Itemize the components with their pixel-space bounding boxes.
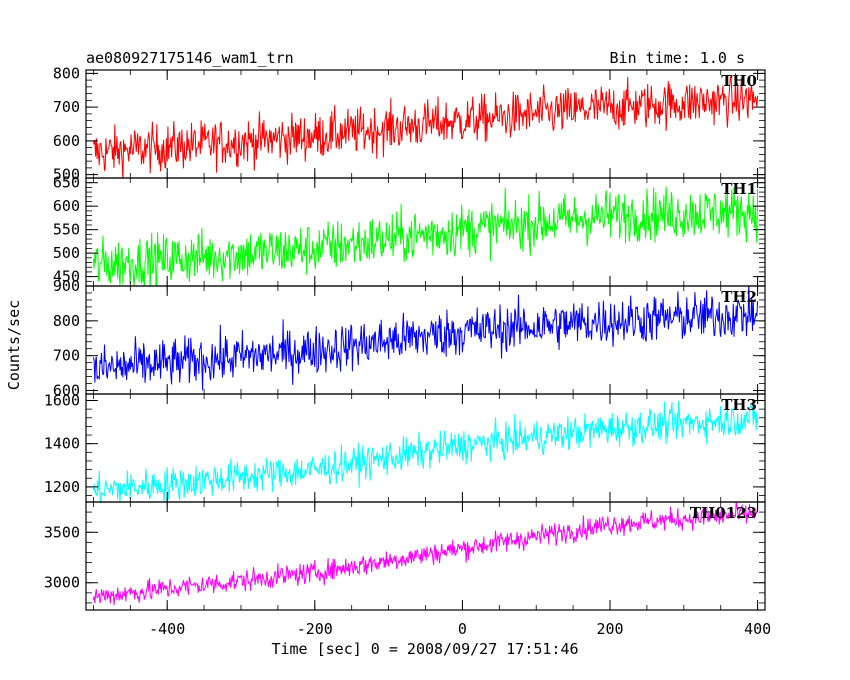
- panel-th1: 450 500 550 600 650 TH1: [53, 174, 766, 287]
- y-tick-label: 600: [53, 382, 80, 400]
- y-tick-label: 600: [53, 197, 80, 215]
- panel-label: TH3: [721, 396, 757, 414]
- x-axis: -400 -200 0 200 400: [149, 620, 771, 638]
- panel-th0123: 3000 3500 TH0123: [44, 501, 766, 611]
- series-th1: [92, 186, 759, 286]
- panels: 500 600 700 800 TH0 450 500 550 600 650 TH1 600 700 8…: [44, 64, 766, 611]
- panel-label: TH0123: [690, 504, 757, 522]
- y-tick-label: 550: [53, 221, 80, 239]
- x-tick-label: 0: [458, 620, 467, 638]
- panel-th3: 1200 1400 1600 TH3: [44, 391, 766, 503]
- panel-th2: 600 700 800 900 TH2: [53, 277, 766, 400]
- y-tick-label: 700: [53, 98, 80, 116]
- y-tick-label: 800: [53, 64, 80, 82]
- panel-label: TH2: [721, 288, 757, 306]
- panel-th0: 500 600 700 800 TH0: [53, 64, 766, 184]
- y-tick-label: 3500: [44, 523, 80, 541]
- panel-label: TH1: [721, 180, 757, 198]
- y-tick-label: 1200: [44, 478, 80, 496]
- x-tick-label: 200: [596, 620, 623, 638]
- y-tick-label: 3000: [44, 574, 80, 592]
- y-tick-label: 1400: [44, 435, 80, 453]
- x-axis-label: Time [sec] 0 = 2008/09/27 17:51:46: [271, 640, 578, 658]
- y-axis-label: Counts/sec: [5, 300, 23, 390]
- series-th3: [92, 400, 759, 502]
- y-tick-label: 600: [53, 132, 80, 150]
- series-th2: [92, 286, 759, 391]
- y-tick-label: 500: [53, 166, 80, 184]
- x-tick-label: -200: [297, 620, 333, 638]
- y-tick-label: 450: [53, 268, 80, 286]
- y-tick-label: 650: [53, 174, 80, 192]
- chart-title: ae080927175146_wam1_trn: [86, 49, 294, 67]
- panel-label: TH0: [721, 72, 757, 90]
- y-tick-label: 1600: [44, 391, 80, 409]
- y-tick-label: 800: [53, 312, 80, 330]
- x-tick-label: 400: [744, 620, 771, 638]
- x-tick-label: -400: [149, 620, 185, 638]
- y-tick-label: 700: [53, 347, 80, 365]
- y-tick-label: 500: [53, 244, 80, 262]
- series-th0: [92, 73, 759, 178]
- series-th0123: [92, 502, 759, 606]
- y-tick-label: 900: [53, 277, 80, 295]
- bin-time-label: Bin time: 1.0 s: [610, 49, 745, 67]
